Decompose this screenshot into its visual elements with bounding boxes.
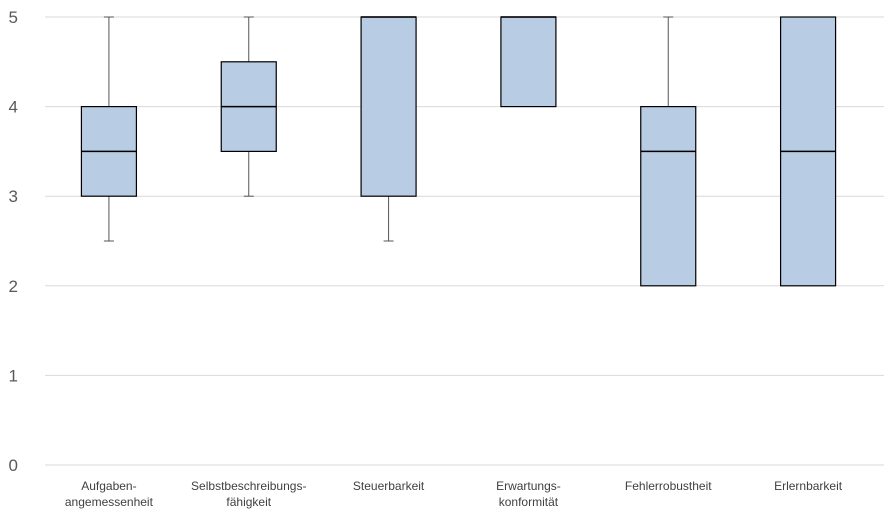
x-axis-labels: Aufgaben-angemessenheit Selbstbeschreibun… <box>65 479 843 509</box>
box-2 <box>360 16 417 242</box>
box-4 <box>640 16 697 287</box>
box-5 <box>779 16 837 287</box>
y-tick-label: 0 <box>9 456 18 475</box>
category-label: Aufgaben-angemessenheit <box>65 479 154 509</box>
iqr-box <box>640 105 697 287</box>
category-label: Selbstbeschreibungs-fähigkeit <box>191 479 306 509</box>
iqr-box <box>500 16 557 108</box>
y-axis-ticks: 0 1 2 3 4 5 <box>9 8 18 475</box>
y-tick-label: 5 <box>9 8 18 27</box>
iqr-box <box>360 16 417 197</box>
gridlines <box>45 16 884 466</box>
box-1 <box>220 16 277 197</box>
y-tick-label: 2 <box>9 277 18 296</box>
box-3 <box>500 16 557 108</box>
y-tick-label: 1 <box>9 366 18 385</box>
category-label: Fehlerrobustheit <box>625 479 712 493</box>
boxes <box>80 16 837 287</box>
category-label: Steuerbarkeit <box>353 479 425 493</box>
y-tick-label: 3 <box>9 187 18 206</box>
category-label: Erwartungs-konformität <box>496 479 561 509</box>
box-0 <box>80 16 138 242</box>
category-label: Erlernbarkeit <box>774 479 843 493</box>
y-tick-label: 4 <box>9 98 18 117</box>
